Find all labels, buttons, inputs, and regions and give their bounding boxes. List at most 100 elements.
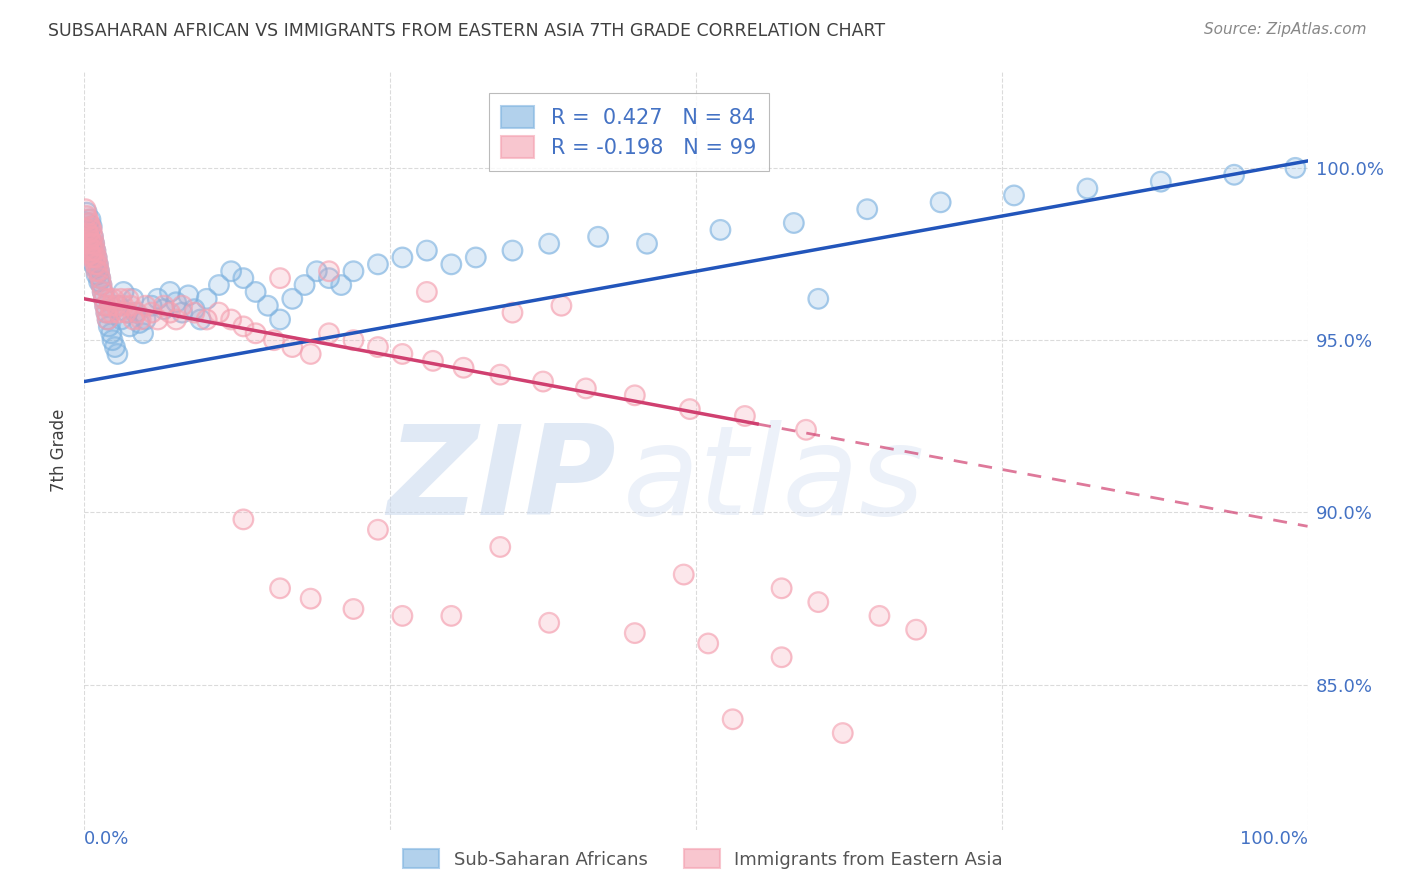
Point bbox=[391, 347, 413, 361]
Point bbox=[93, 292, 115, 306]
Point bbox=[299, 347, 322, 361]
Point bbox=[153, 302, 176, 317]
Point bbox=[115, 305, 138, 319]
Point bbox=[141, 299, 163, 313]
Point bbox=[453, 360, 475, 375]
Point bbox=[141, 305, 163, 319]
Point bbox=[80, 240, 103, 254]
Point bbox=[318, 271, 340, 285]
Point bbox=[153, 299, 176, 313]
Point bbox=[87, 264, 110, 278]
Point bbox=[112, 299, 135, 313]
Point bbox=[502, 305, 524, 319]
Point bbox=[98, 299, 121, 313]
Point bbox=[190, 312, 212, 326]
Point bbox=[84, 244, 107, 258]
Point bbox=[502, 244, 524, 258]
Point bbox=[83, 251, 105, 265]
Point bbox=[91, 285, 114, 299]
Point bbox=[79, 244, 101, 258]
Point bbox=[807, 292, 830, 306]
Point bbox=[91, 285, 114, 299]
Point bbox=[76, 205, 98, 219]
Point bbox=[770, 582, 793, 596]
Point bbox=[734, 409, 756, 423]
Point bbox=[929, 195, 952, 210]
Point bbox=[1284, 161, 1306, 175]
Point bbox=[299, 591, 322, 606]
Point bbox=[80, 236, 103, 251]
Point bbox=[219, 264, 242, 278]
Point bbox=[77, 227, 100, 241]
Point bbox=[489, 540, 512, 554]
Point bbox=[77, 229, 100, 244]
Point bbox=[453, 360, 475, 375]
Point bbox=[219, 264, 242, 278]
Point bbox=[232, 271, 254, 285]
Point bbox=[97, 319, 120, 334]
Point bbox=[77, 244, 100, 258]
Point bbox=[125, 305, 148, 319]
Point bbox=[232, 512, 254, 526]
Point bbox=[96, 305, 118, 319]
Point bbox=[679, 402, 702, 417]
Point bbox=[79, 233, 101, 247]
Point bbox=[104, 340, 127, 354]
Point bbox=[87, 275, 110, 289]
Text: Source: ZipAtlas.com: Source: ZipAtlas.com bbox=[1204, 22, 1367, 37]
Point bbox=[807, 595, 830, 609]
Point bbox=[107, 305, 129, 319]
Point bbox=[531, 375, 554, 389]
Point bbox=[103, 292, 125, 306]
Point bbox=[87, 257, 110, 271]
Point bbox=[79, 244, 101, 258]
Point bbox=[120, 299, 142, 313]
Point bbox=[807, 595, 830, 609]
Point bbox=[245, 326, 267, 341]
Point bbox=[153, 299, 176, 313]
Point bbox=[550, 299, 572, 313]
Point bbox=[770, 582, 793, 596]
Point bbox=[183, 305, 205, 319]
Point bbox=[538, 236, 561, 251]
Point bbox=[172, 305, 194, 319]
Point bbox=[281, 340, 304, 354]
Point bbox=[86, 264, 108, 278]
Point bbox=[86, 268, 108, 282]
Point bbox=[367, 523, 389, 537]
Point bbox=[269, 582, 291, 596]
Point bbox=[132, 326, 155, 341]
Point bbox=[79, 247, 101, 261]
Point bbox=[422, 354, 444, 368]
Point bbox=[77, 236, 100, 251]
Point bbox=[794, 423, 817, 437]
Point bbox=[263, 333, 285, 347]
Point bbox=[80, 251, 103, 265]
Point bbox=[100, 305, 122, 319]
Point bbox=[77, 236, 100, 251]
Point bbox=[905, 623, 928, 637]
Point bbox=[165, 312, 187, 326]
Point bbox=[82, 247, 104, 261]
Point bbox=[84, 260, 107, 275]
Point bbox=[115, 305, 138, 319]
Point bbox=[734, 409, 756, 423]
Point bbox=[807, 292, 830, 306]
Point bbox=[281, 292, 304, 306]
Point bbox=[318, 326, 340, 341]
Point bbox=[269, 271, 291, 285]
Point bbox=[77, 216, 100, 230]
Point bbox=[93, 292, 115, 306]
Point bbox=[165, 312, 187, 326]
Point bbox=[502, 305, 524, 319]
Point bbox=[1284, 161, 1306, 175]
Point bbox=[132, 326, 155, 341]
Point bbox=[1223, 168, 1246, 182]
Point bbox=[257, 299, 280, 313]
Point bbox=[624, 388, 647, 402]
Point bbox=[330, 278, 353, 293]
Point bbox=[538, 615, 561, 630]
Point bbox=[538, 236, 561, 251]
Point bbox=[100, 326, 122, 341]
Point bbox=[84, 257, 107, 271]
